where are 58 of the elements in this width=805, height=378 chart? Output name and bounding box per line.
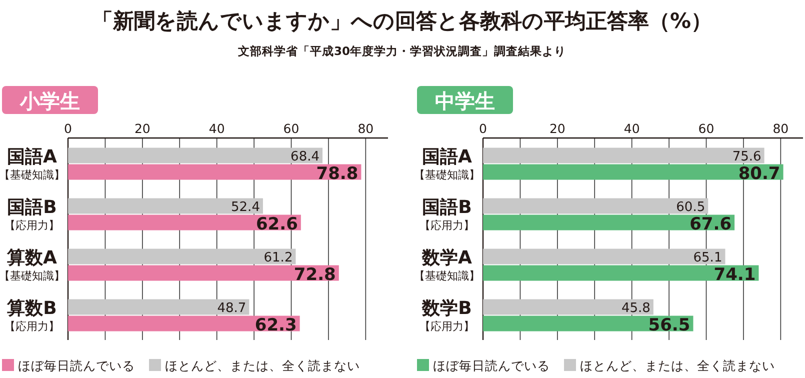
data-label: 45.8 <box>621 300 650 316</box>
chart-title: 小学生 <box>19 89 80 113</box>
data-label: 65.1 <box>693 250 722 266</box>
bar <box>68 265 339 281</box>
data-label: 80.7 <box>738 164 780 184</box>
legend-label: ほとんど、または、全く読まない <box>580 358 775 373</box>
x-tick-label: 40 <box>624 121 640 136</box>
data-label: 48.7 <box>217 300 246 316</box>
bar <box>68 164 362 180</box>
data-label: 75.6 <box>732 149 762 164</box>
data-label: 78.8 <box>316 164 358 184</box>
bar <box>483 148 764 164</box>
bar <box>68 214 301 230</box>
y-tick-label: 算数A 【基礎知識】 <box>0 247 65 282</box>
bar <box>68 316 300 332</box>
x-tick-label: 0 <box>64 121 72 136</box>
bar <box>483 316 694 332</box>
data-label: 56.5 <box>648 315 690 336</box>
data-label: 68.4 <box>290 149 320 164</box>
legend-label: ほぼ毎日読んでいる <box>433 358 550 373</box>
x-tick-label: 60 <box>698 121 714 136</box>
x-tick-label: 80 <box>772 121 789 136</box>
data-label: 62.3 <box>254 315 297 336</box>
bar <box>68 198 263 214</box>
bar <box>68 148 323 164</box>
x-tick-label: 0 <box>479 121 488 136</box>
y-tick-label: 国語A 【基礎知識】 <box>414 146 480 182</box>
data-label: 52.4 <box>231 200 260 215</box>
data-label: 67.6 <box>690 214 732 234</box>
y-tick-label: 国語B 【応用力】 <box>420 196 474 232</box>
chart-title: 中学生 <box>435 89 495 113</box>
y-tick-label: 国語A 【基礎知識】 <box>0 146 65 182</box>
x-tick-label: 20 <box>134 121 150 136</box>
x-tick-label: 40 <box>208 121 225 136</box>
bar <box>483 214 735 230</box>
text: 「新聞を読んでいますか」への回答と各教科の平均正答率（%） <box>92 9 712 33</box>
bar <box>483 248 726 264</box>
bar <box>483 164 784 180</box>
legend-label: ほとんど、または、全く読まない <box>165 358 360 373</box>
legend-label: ほぼ毎日読んでいる <box>18 358 135 373</box>
data-label: 62.6 <box>256 214 298 234</box>
bar <box>483 198 708 214</box>
data-label: 72.8 <box>294 264 336 285</box>
bar <box>68 248 296 264</box>
x-tick-label: 20 <box>549 121 566 136</box>
bar <box>483 265 759 281</box>
y-tick-label: 数学B 【応用力】 <box>420 298 474 333</box>
y-tick-label: 国語B 【応用力】 <box>4 196 60 232</box>
data-label: 74.1 <box>714 264 756 285</box>
data-label: 61.2 <box>264 250 293 266</box>
x-tick-label: 80 <box>358 121 374 136</box>
bar <box>68 299 250 315</box>
text: 文部科学省「平成30年度学力・学習状況調査」調査結果より <box>236 44 566 58</box>
x-tick-label: 60 <box>283 121 300 136</box>
data-label: 60.5 <box>676 200 706 215</box>
y-tick-label: 算数B 【応用力】 <box>4 298 60 333</box>
y-tick-label: 数学A 【基礎知識】 <box>414 247 480 282</box>
bar <box>483 299 654 315</box>
